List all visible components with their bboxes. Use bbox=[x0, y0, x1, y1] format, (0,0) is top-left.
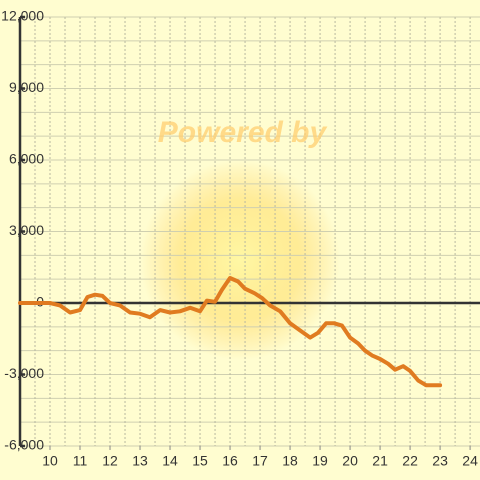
y-tick-label: -3,000 bbox=[4, 365, 44, 381]
x-tick-label: 18 bbox=[282, 453, 298, 469]
x-tick-label: 14 bbox=[162, 453, 178, 469]
y-tick-label: -6,000 bbox=[4, 437, 44, 453]
x-tick-label: 23 bbox=[432, 453, 448, 469]
x-tick-label: 10 bbox=[42, 453, 58, 469]
y-tick-label: 9,000 bbox=[9, 79, 44, 95]
data-line bbox=[18, 276, 443, 388]
x-tick-label: 24 bbox=[462, 453, 478, 469]
watermark-text: Powered by bbox=[158, 116, 328, 149]
x-tick-label: 22 bbox=[402, 453, 418, 469]
x-tick-label: 13 bbox=[132, 453, 148, 469]
x-tick-label: 17 bbox=[252, 453, 268, 469]
x-tick-label: 12 bbox=[102, 453, 118, 469]
x-tick-label: 16 bbox=[222, 453, 238, 469]
x-tick-label: 20 bbox=[342, 453, 358, 469]
y-tick-label: 12,000 bbox=[1, 8, 44, 24]
x-tick-label: 21 bbox=[372, 453, 388, 469]
y-tick-label: 6,000 bbox=[9, 151, 44, 167]
x-tick-label: 15 bbox=[192, 453, 208, 469]
x-tick-label: 11 bbox=[73, 453, 88, 469]
x-tick-label: 19 bbox=[312, 453, 328, 469]
y-tick-label: 3,000 bbox=[9, 222, 44, 238]
